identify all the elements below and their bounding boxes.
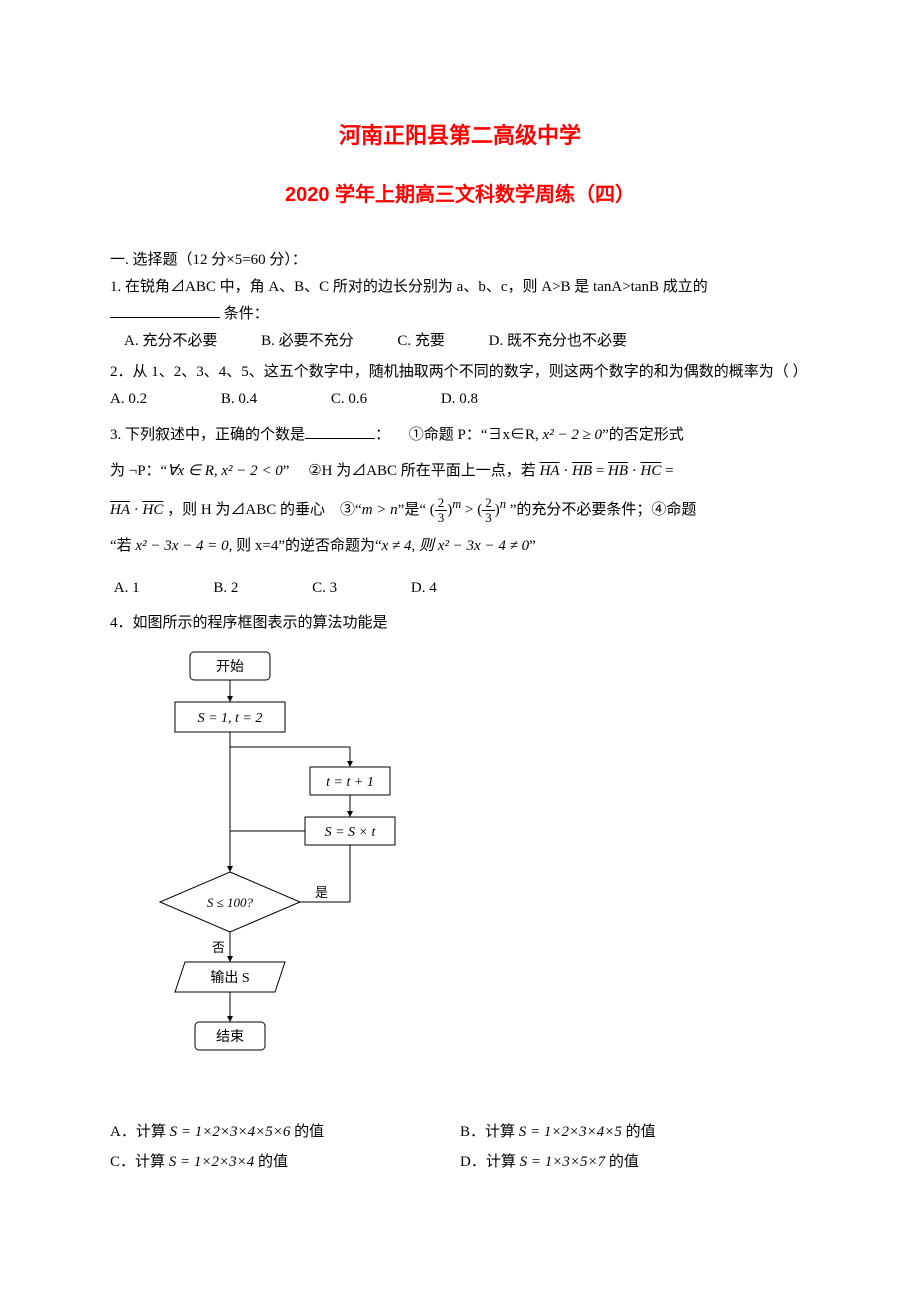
q2-opt-a: A. 0.2 — [110, 386, 147, 413]
eq1: = — [596, 463, 608, 479]
dot1: · — [560, 463, 573, 479]
q2-opt-c: C. 0.6 — [331, 386, 367, 413]
title-main: 河南正阳县第二高级中学 — [110, 118, 810, 150]
q3-p3a: ，则 H 为⊿ABC 的垂心 ③“ — [167, 502, 362, 518]
vec-hb2: HB — [608, 463, 628, 479]
q1-opt-a: A. 充分不必要 — [124, 328, 217, 355]
q1-opt-d: D. 既不充分也不必要 — [489, 328, 627, 355]
sup-m: m — [452, 497, 461, 511]
flow-end: 结束 — [216, 1029, 244, 1045]
q3-colon: ： — [375, 427, 390, 443]
q4-opt-d-post: 的值 — [605, 1154, 639, 1170]
q1-opt-c: C. 充要 — [397, 328, 445, 355]
vec-hc2: HC — [143, 502, 164, 518]
q4-opt-d-pre: D．计算 — [460, 1154, 520, 1170]
q3-p1a: ①命题 P：“∃x∈R, — [409, 427, 543, 443]
q4-opt-d-expr: S = 1×3×5×7 — [520, 1154, 606, 1170]
q3-p4end: ” — [529, 538, 536, 554]
q4-opt-b-post: 的值 — [622, 1124, 656, 1140]
q3-p4expr1: x² − 3x − 4 = 0, — [135, 538, 232, 554]
q4-opt-c-expr: S = 1×2×3×4 — [169, 1154, 255, 1170]
frac1: 23 — [435, 496, 448, 526]
q1-text-a: 1. 在锐角⊿ABC 中，角 A、B、C 所对的边长分别为 a、b、c，则 A>… — [110, 279, 708, 295]
q1-blank — [110, 302, 220, 318]
q3-opt-d: D. 4 — [411, 570, 437, 606]
flow-yes: 是 — [315, 885, 328, 900]
dot3: · — [130, 502, 143, 518]
q3-p1expr: x² − 2 ≥ 0 — [543, 427, 603, 443]
flow-no: 否 — [212, 940, 225, 955]
q3-p2c: ②H 为⊿ABC 所在平面上一点，若 — [308, 463, 539, 479]
q3-p3c: ”的充分不必要条件；④命题 — [510, 502, 697, 518]
q3-opt-b: B. 2 — [213, 570, 238, 606]
flow-mul: S = S × t — [325, 825, 377, 840]
frac1-den: 3 — [435, 511, 448, 525]
q3-opt-c: C. 3 — [312, 570, 337, 606]
q3-p4mid: 则 x=4”的逆否命题为“ — [232, 538, 381, 554]
q4-opt-a-expr: S = 1×2×3×4×5×6 — [170, 1124, 291, 1140]
flowchart-svg: 开始 S = 1, t = 2 t = t + 1 S = S × t — [150, 647, 450, 1087]
q1-opt-b: B. 必要不充分 — [261, 328, 354, 355]
sup-n: n — [500, 497, 506, 511]
q3-p3expr: m > n — [362, 502, 398, 518]
section-header: 一. 选择题（12 分×5=60 分）： — [110, 247, 810, 274]
flow-inc: t = t + 1 — [326, 775, 374, 790]
q2-opt-d: D. 0.8 — [441, 386, 478, 413]
q3-lead: 3. 下列叙述中，正确的个数是 — [110, 427, 305, 443]
title-sub: 2020 学年上期高三文科数学周练（四） — [110, 178, 810, 207]
q3-p4expr2: x ≠ 4, 则 x² − 3x − 4 ≠ 0 — [382, 538, 529, 554]
q3-p4a: “若 — [110, 538, 135, 554]
q3-p3b: ”是“ — [398, 502, 426, 518]
eq2: = — [665, 463, 673, 479]
q2-opt-b: B. 0.4 — [221, 386, 257, 413]
q1-text-b: 条件： — [224, 306, 269, 322]
q2-options: A. 0.2 B. 0.4 C. 0.6 D. 0.8 — [110, 386, 810, 413]
q1-options: A. 充分不必要 B. 必要不充分 C. 充要 D. 既不充分也不必要 — [124, 328, 810, 355]
q4-opt-b-expr: S = 1×2×3×4×5 — [519, 1124, 622, 1140]
q2-text: 2．从 1、2、3、4、5、这五个数字中，随机抽取两个不同的数字，则这两个数字的… — [110, 364, 808, 380]
q4-opt-b-pre: B．计算 — [460, 1124, 519, 1140]
q3-p2expr: ∀x ∈ R, x² − 2 < 0 — [167, 463, 283, 479]
vec-ha: HA — [540, 463, 560, 479]
flowchart: 开始 S = 1, t = 2 t = t + 1 S = S × t — [150, 647, 810, 1097]
q3-p2b: ” — [283, 463, 290, 479]
q3-p1b: ”的否定形式 — [602, 427, 684, 443]
q3-p2a: 为 ¬P：“ — [110, 463, 167, 479]
frac1-num: 2 — [435, 496, 448, 511]
q4-options: A．计算 S = 1×2×3×4×5×6 的值 B．计算 S = 1×2×3×4… — [110, 1117, 810, 1177]
gt: > — [465, 502, 477, 518]
q4-opt-a-pre: A．计算 — [110, 1124, 170, 1140]
page: 河南正阳县第二高级中学 2020 学年上期高三文科数学周练（四） 一. 选择题（… — [0, 0, 920, 1237]
flow-init: S = 1, t = 2 — [198, 711, 263, 726]
q4-opt-c-pre: C．计算 — [110, 1154, 169, 1170]
question-4: 4．如图所示的程序框图表示的算法功能是 — [110, 610, 810, 637]
flow-out: 输出 S — [210, 970, 249, 986]
question-2: 2．从 1、2、3、4、5、这五个数字中，随机抽取两个不同的数字，则这两个数字的… — [110, 359, 810, 413]
vec-hb: HB — [572, 463, 592, 479]
q4-text: 4．如图所示的程序框图表示的算法功能是 — [110, 615, 388, 631]
flow-start: 开始 — [216, 659, 244, 675]
q3-opt-a: A. 1 — [114, 570, 140, 606]
dot2: · — [628, 463, 641, 479]
flow-cond: S ≤ 100? — [207, 895, 254, 910]
vec-ha2: HA — [110, 502, 130, 518]
q3-blank — [305, 423, 375, 439]
vec-hc: HC — [641, 463, 662, 479]
q4-opt-a-post: 的值 — [290, 1124, 324, 1140]
question-1: 1. 在锐角⊿ABC 中，角 A、B、C 所对的边长分别为 a、b、c，则 A>… — [110, 274, 810, 355]
q3-options: A. 1 B. 2 C. 3 D. 4 — [110, 570, 810, 606]
frac2: 23 — [482, 496, 495, 526]
frac2-num: 2 — [482, 496, 495, 511]
question-3: 3. 下列叙述中，正确的个数是 ： ①命题 P：“∃x∈R, x² − 2 ≥ 0… — [110, 417, 810, 606]
q4-opt-c-post: 的值 — [254, 1154, 288, 1170]
frac2-den: 3 — [482, 511, 495, 525]
section-choice: 一. 选择题（12 分×5=60 分）： 1. 在锐角⊿ABC 中，角 A、B、… — [110, 247, 810, 1177]
